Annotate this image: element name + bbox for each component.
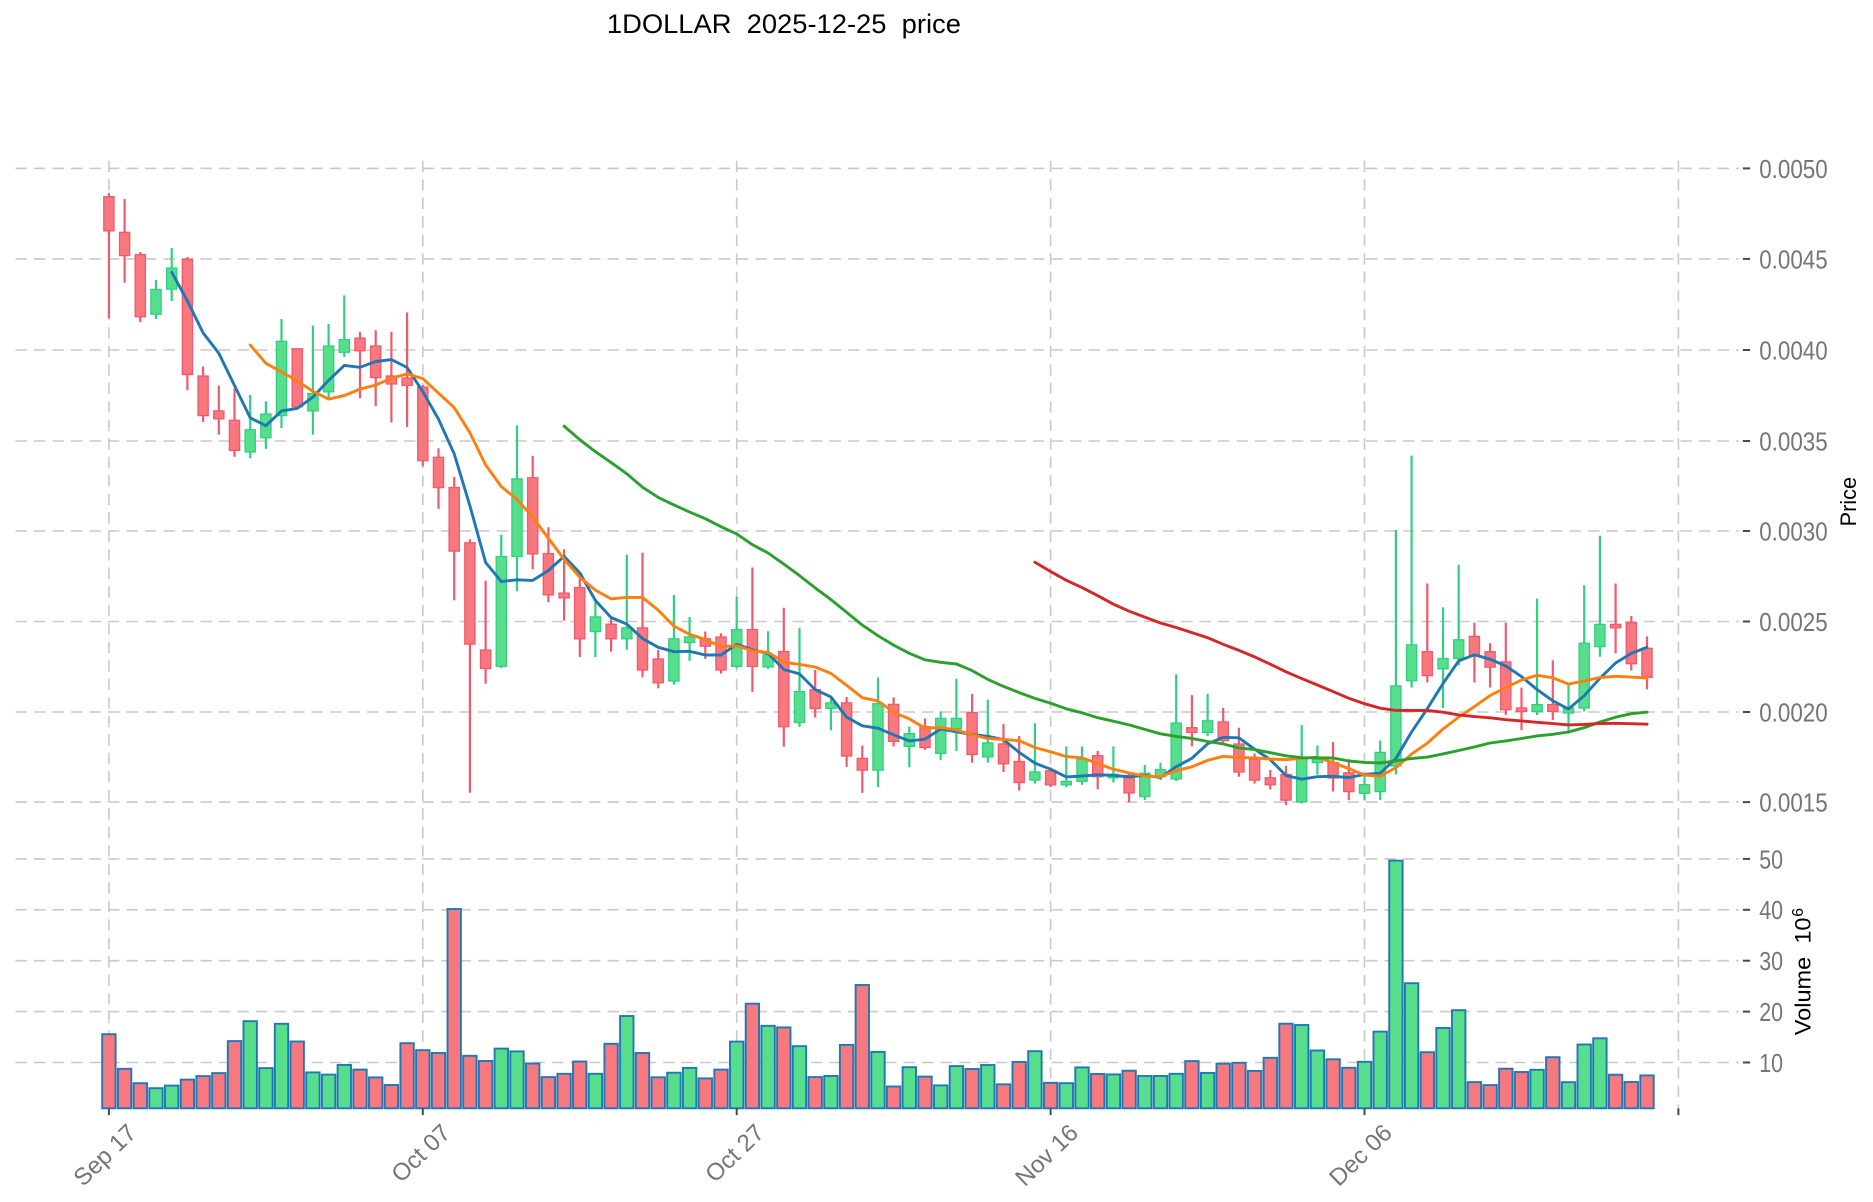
svg-text:0.0045: 0.0045 — [1759, 244, 1828, 274]
svg-text:6: 6 — [1790, 908, 1807, 917]
svg-text:20: 20 — [1759, 997, 1783, 1027]
svg-text:10: 10 — [1759, 1048, 1783, 1078]
svg-text:50: 50 — [1759, 844, 1783, 874]
svg-text:0.0040: 0.0040 — [1759, 335, 1828, 365]
svg-text:0.0025: 0.0025 — [1759, 607, 1828, 637]
svg-text:30: 30 — [1759, 946, 1783, 976]
svg-text:0.0030: 0.0030 — [1759, 516, 1828, 546]
svg-text:0.0020: 0.0020 — [1759, 697, 1828, 727]
svg-text:40: 40 — [1759, 895, 1783, 925]
svg-text:0.0015: 0.0015 — [1759, 788, 1828, 818]
svg-text:Price: Price — [1836, 477, 1861, 526]
svg-text:0.0035: 0.0035 — [1759, 426, 1828, 456]
svg-text:Volume 10: Volume 10 — [1790, 918, 1815, 1036]
svg-text:1DOLLAR 2025-12-25 price: 1DOLLAR 2025-12-25 price — [607, 8, 961, 39]
svg-text:0.0050: 0.0050 — [1759, 154, 1828, 184]
